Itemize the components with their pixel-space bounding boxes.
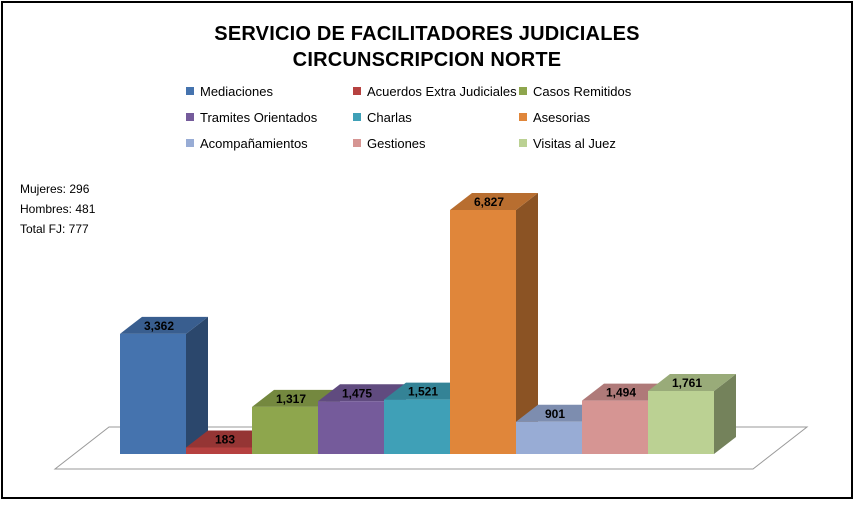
bar-top (120, 316, 208, 334)
chart-title: SERVICIO DE FACILITADORES JUDICIALES (214, 23, 640, 45)
legend-label: Acuerdos Extra Judiciales (367, 83, 517, 99)
legend-label: Visitas al Juez (533, 135, 616, 151)
data-label: 1,494 (606, 386, 636, 400)
data-label: 183 (215, 432, 235, 446)
chart-subtitle: CIRCUNSCRIPCION NORTE (292, 49, 562, 71)
data-label: 1,521 (408, 385, 438, 399)
legend-swatch (353, 139, 361, 147)
bar-front (318, 401, 384, 454)
legend-swatch (186, 113, 194, 121)
bar-front (648, 391, 714, 454)
legend-swatch (186, 139, 194, 147)
legend-item-tramites: Tramites Orientados (186, 108, 317, 126)
legend-item-acompanamientos: Acompañamientos (186, 134, 308, 152)
legend-label: Charlas (367, 109, 412, 125)
bar-side (516, 193, 538, 454)
legend-label: Acompañamientos (200, 135, 308, 151)
bar-top (318, 384, 406, 402)
bar-front (516, 421, 582, 454)
bar-top (648, 374, 736, 392)
bar-side (714, 374, 736, 454)
data-label: 1,475 (342, 386, 372, 400)
legend-label: Gestiones (367, 135, 426, 151)
legend-swatch (519, 139, 527, 147)
chart-frame: SERVICIO DE FACILITADORES JUDICIALES CIR… (1, 1, 853, 499)
bar-top (450, 193, 538, 210)
legend-label: Asesorias (533, 109, 591, 125)
stat-hombres: Hombres: 481 (20, 202, 96, 216)
bar-chart: 3,362 183 1,317 1,475 1,521 6,827 901 1,494 1,76… (53, 193, 809, 470)
stats-box: Mujeres: 296 Hombres: 481 Total FJ: 777 (20, 179, 95, 239)
stat-mujeres: Mujeres: 296 (20, 182, 90, 196)
bar-front (582, 400, 648, 454)
bar-front (252, 406, 318, 454)
bar-front (120, 333, 186, 454)
bar-front (384, 399, 450, 454)
legend-label: Tramites Orientados (200, 109, 318, 125)
legend-swatch (519, 113, 527, 121)
data-label: 1,317 (276, 392, 306, 406)
bar-1 (120, 316, 208, 454)
bar-6 (450, 193, 538, 454)
legend-item-acuerdos: Acuerdos Extra Judiciales (353, 82, 517, 100)
legend-label: Casos Remitidos (533, 83, 632, 99)
bar-front (450, 210, 516, 454)
bar-front (186, 447, 252, 454)
data-label: 3,362 (144, 319, 174, 333)
bar-side (186, 316, 208, 454)
legend-item-visitas: Visitas al Juez (519, 134, 616, 152)
legend-item-gestiones: Gestiones (353, 134, 426, 152)
data-label: 6,827 (474, 195, 504, 209)
legend-item-casos: Casos Remitidos (519, 82, 631, 100)
data-label: 901 (545, 407, 565, 421)
legend-label: Mediaciones (200, 83, 273, 99)
legend-item-charlas: Charlas (353, 108, 412, 126)
legend-swatch (353, 113, 361, 121)
bar-9 (648, 374, 736, 454)
legend-item-asesorias: Asesorias (519, 108, 590, 126)
legend-swatch (186, 87, 194, 95)
legend-swatch (519, 87, 527, 95)
legend-item-mediaciones: Mediaciones (186, 82, 273, 100)
legend-swatch (353, 87, 361, 95)
data-label: 1,761 (672, 376, 702, 390)
stat-total: Total FJ: 777 (20, 222, 89, 236)
